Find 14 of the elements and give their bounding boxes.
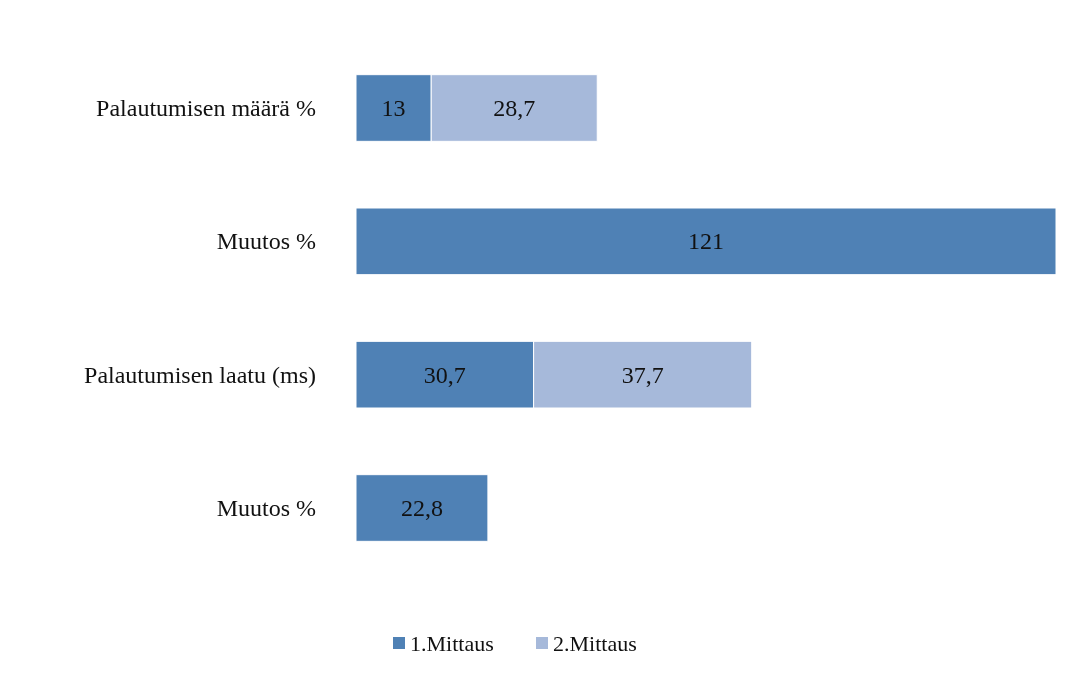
legend-label: 2.Mittaus: [553, 630, 637, 656]
data-label: 30,7: [423, 361, 466, 388]
y-tick-label: Palautumisen määrä %: [96, 95, 316, 121]
y-tick-label: Palautumisen laatu (ms): [84, 361, 316, 388]
legend-label: 1.Mittaus: [410, 630, 494, 656]
y-tick-label: Muutos %: [216, 228, 316, 255]
y-tick-label: Muutos %: [216, 495, 316, 521]
data-label: 28,7: [493, 95, 536, 121]
data-label: 121: [688, 228, 724, 255]
bar: [355, 474, 489, 542]
bar: [355, 207, 1057, 276]
data-label: 13: [381, 95, 406, 121]
data-label: 37,7: [621, 361, 664, 388]
data-label: 22,8: [400, 495, 443, 521]
